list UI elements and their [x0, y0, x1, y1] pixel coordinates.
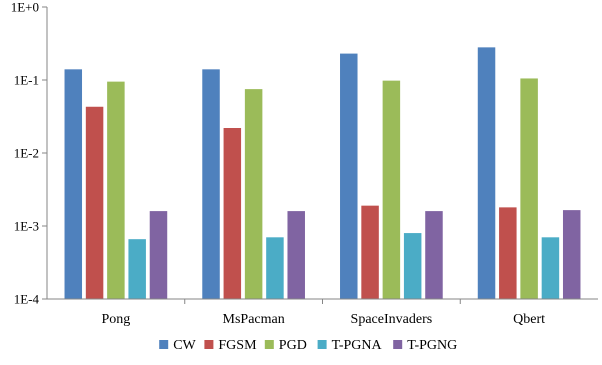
bar-cw-qbert — [477, 47, 496, 299]
legend-swatch-pgd — [264, 340, 274, 349]
bar-t-pgng-mspacman — [287, 211, 305, 299]
legend-label-cw: CW — [173, 338, 196, 353]
bar-t-pgna-mspacman — [266, 237, 284, 299]
bar-cw-pong — [64, 69, 83, 299]
legend-swatch-t-pgng — [393, 340, 403, 349]
y-tick-label: 1E-4 — [14, 292, 40, 307]
y-tick-label: 1E-2 — [14, 146, 39, 161]
legend-label-t-pgng: T-PGNG — [407, 338, 457, 353]
bar-cw-spaceinvaders — [340, 53, 358, 299]
bar-pgd-qbert — [520, 78, 538, 299]
bar-t-pgng-pong — [149, 211, 168, 299]
bars-layer — [64, 47, 581, 299]
y-tick-labels: 1E-4 1E-3 1E-2 1E-1 1E+0 — [11, 0, 47, 307]
legend-label-t-pgna: T-PGNA — [332, 338, 383, 353]
bar-t-pgna-pong — [128, 239, 146, 299]
bar-pgd-spaceinvaders — [382, 80, 401, 299]
bar-fgsm-qbert — [499, 207, 517, 299]
x-tick-label: MsPacman — [223, 312, 285, 327]
bar-fgsm-spaceinvaders — [361, 205, 379, 299]
legend-swatch-cw — [159, 340, 169, 349]
y-tick-label: 1E+0 — [11, 0, 39, 15]
y-tick-label: 1E-3 — [14, 219, 39, 234]
bar-pgd-pong — [107, 81, 125, 299]
legend-label-pgd: PGD — [279, 338, 307, 353]
legend-label-fgsm: FGSM — [218, 338, 257, 353]
bar-t-pgng-qbert — [562, 210, 581, 299]
bar-fgsm-pong — [85, 106, 104, 299]
bar-t-pgna-spaceinvaders — [403, 233, 422, 299]
x-tick-label: Pong — [101, 312, 130, 327]
x-tick-labels: Pong MsPacman SpaceInvaders Qbert — [101, 312, 545, 327]
bar-cw-mspacman — [202, 69, 220, 299]
y-tick-label: 1E-1 — [14, 73, 39, 88]
bar-fgsm-mspacman — [223, 128, 242, 299]
x-tick-label: Qbert — [513, 312, 545, 327]
legend: CW FGSM PGD T-PGNA T-PGNG — [159, 338, 457, 353]
legend-swatch-t-pgna — [317, 340, 327, 349]
legend-swatch-fgsm — [204, 340, 214, 349]
bar-pgd-mspacman — [244, 89, 263, 299]
x-tick-label: SpaceInvaders — [351, 312, 433, 327]
bar-t-pgng-spaceinvaders — [425, 211, 443, 299]
bar-t-pgna-qbert — [541, 237, 560, 299]
